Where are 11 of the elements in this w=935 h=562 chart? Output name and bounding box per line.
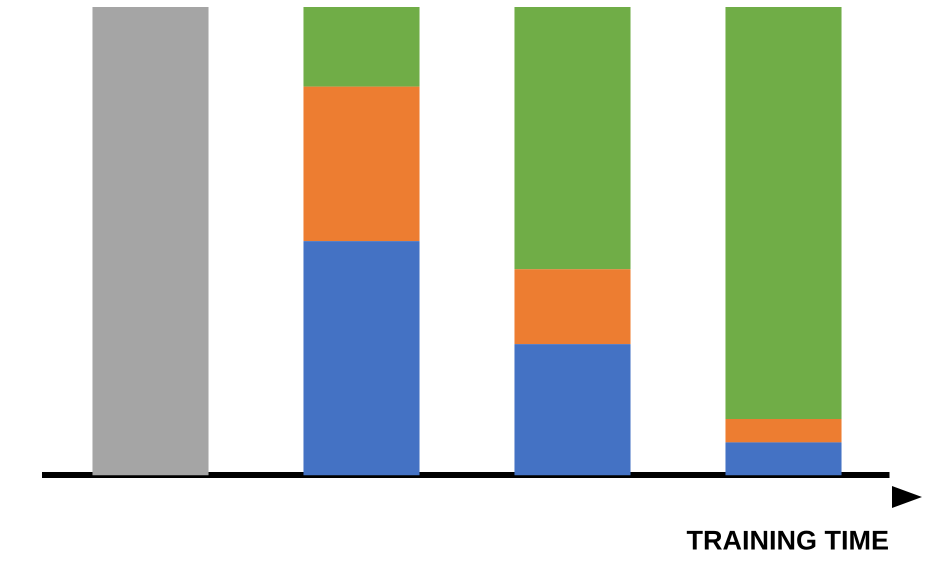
- bar: [725, 7, 842, 420]
- bar: [303, 86, 420, 242]
- bar: [725, 442, 842, 476]
- x-axis-title: TRAINING TIME: [686, 525, 889, 556]
- bar: [303, 241, 420, 476]
- bar: [514, 269, 631, 344]
- bar: [514, 344, 631, 476]
- bar: [303, 7, 420, 87]
- bar: [725, 419, 842, 442]
- bar: [514, 7, 631, 270]
- bar: [92, 7, 209, 476]
